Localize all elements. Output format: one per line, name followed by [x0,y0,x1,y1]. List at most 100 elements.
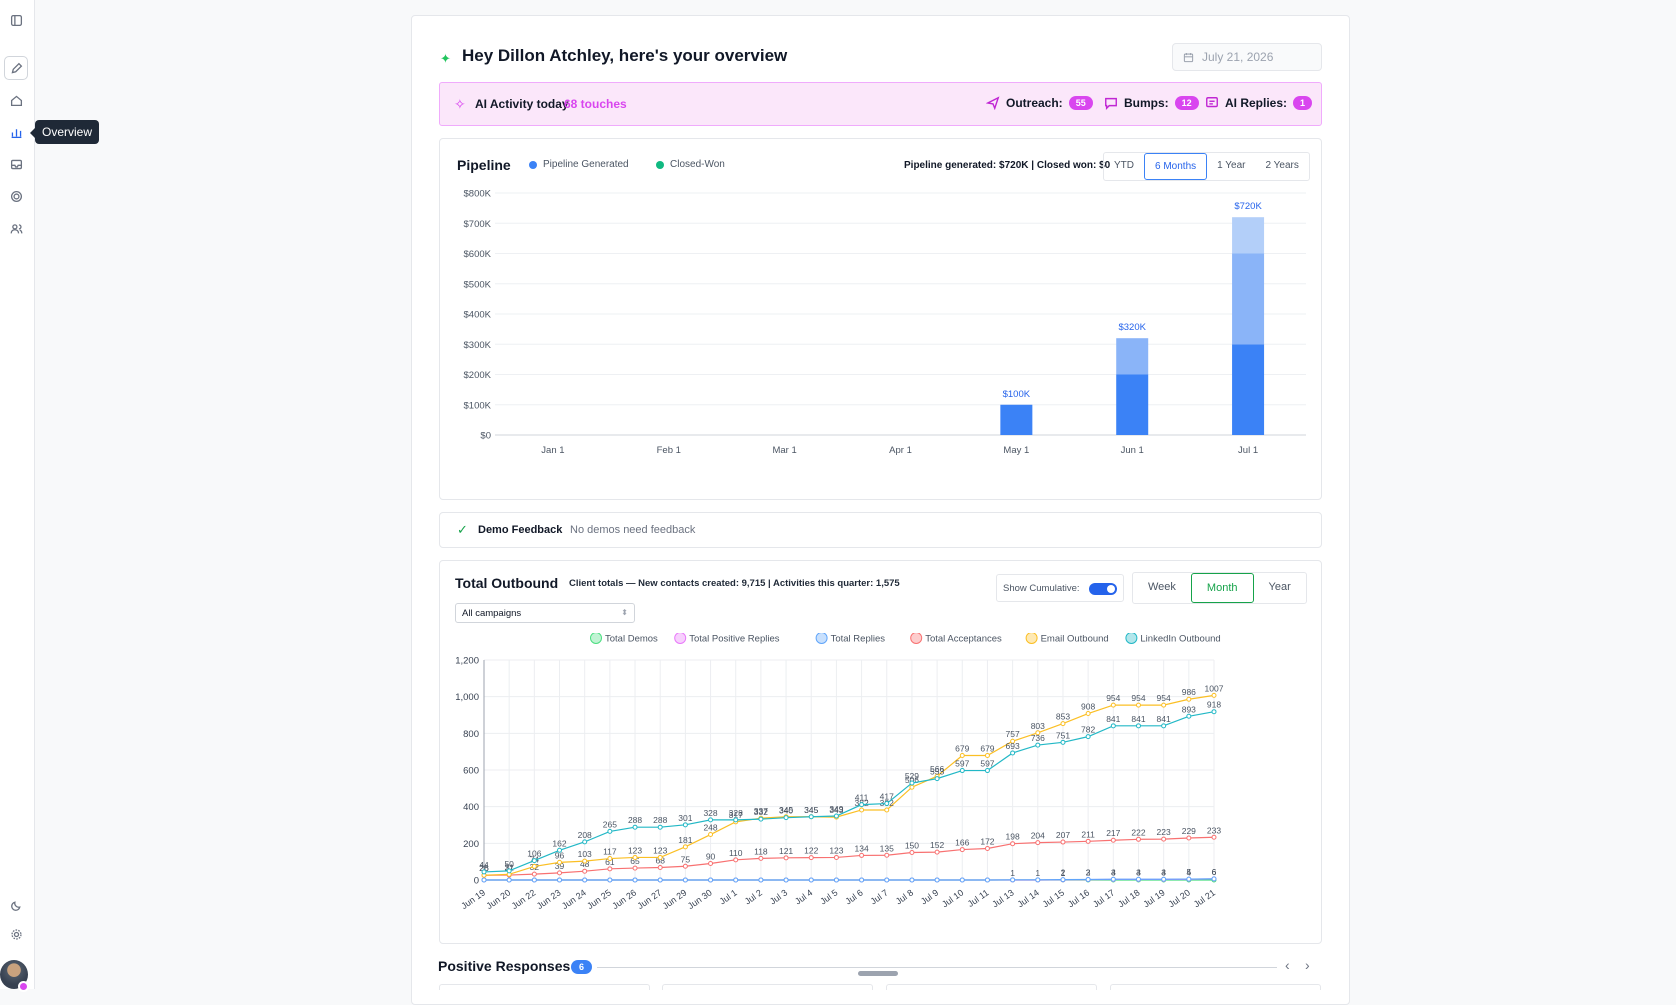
bar-data-label: $100K [1003,389,1031,400]
horizontal-scrollbar[interactable] [858,971,898,976]
data-point [1186,835,1192,841]
data-label: 121 [779,846,793,856]
data-label: 181 [678,835,692,845]
chevron-updown-icon: ⬍ [621,608,628,617]
data-point [708,817,714,823]
chevron-right-icon[interactable]: › [1305,957,1310,973]
tab-2-years[interactable]: 2 Years [1265,160,1299,171]
outreach-count: 55 [1068,96,1093,110]
data-label: 4 [1161,867,1166,877]
y-tick-label: $500K [464,279,492,290]
x-tick-label: Jul 21 [1192,887,1217,909]
response-card[interactable] [662,984,873,990]
x-tick-label: Jul 17 [1091,887,1116,909]
data-point [984,753,990,759]
tab-1-year[interactable]: 1 Year [1217,160,1246,171]
legend-closed-won[interactable]: Closed-Won [656,159,725,170]
legend-label: Closed-Won [670,159,725,170]
chart-icon[interactable] [4,120,28,144]
x-tick-label: Jan 1 [541,445,564,456]
x-tick-label: Jul 11 [966,887,991,909]
tab-6-months[interactable]: 6 Months [1144,153,1208,180]
response-card[interactable] [1110,984,1321,990]
data-label: 223 [1157,827,1171,837]
settings-icon[interactable] [4,922,28,946]
tab-week[interactable]: Week [1148,581,1176,593]
legend-marker [1125,633,1138,644]
y-tick-label: $300K [464,340,492,351]
data-label: 204 [1031,831,1045,841]
legend-marker [590,633,602,644]
pipeline-bar-segment [1000,404,1033,435]
data-point [1060,839,1066,845]
data-label: 954 [1157,693,1171,703]
data-point [607,828,613,834]
data-label: 693 [1006,741,1020,751]
response-card[interactable] [439,984,650,990]
data-point [682,822,688,828]
moon-icon[interactable] [4,893,28,917]
data-point [531,863,537,869]
data-label: 2 [1086,868,1091,878]
data-point [1035,742,1041,748]
data-label: 1 [1010,868,1015,878]
data-point [1135,723,1141,729]
data-label: 529 [905,771,919,781]
legend-label: Total Positive Replies [689,634,780,645]
data-label: 265 [603,819,617,829]
data-label: 48 [580,859,590,869]
data-label: 411 [855,793,869,803]
users-icon[interactable] [4,216,28,240]
data-point [909,784,915,790]
data-point [657,877,663,883]
data-point [1135,702,1141,708]
data-point [884,852,890,858]
x-tick-label: Jun 26 [610,887,638,911]
data-point [607,856,613,862]
home-icon[interactable] [4,88,28,112]
data-label: 4 [1136,867,1141,877]
layout-toggle-icon[interactable] [4,8,28,32]
inbox-icon[interactable] [4,152,28,176]
legend-pipeline-generated[interactable]: Pipeline Generated [529,159,629,170]
data-label: 908 [1081,702,1095,712]
outbound-subtitle: Client totals — New contacts created: 9,… [569,578,900,589]
tab-month[interactable]: Month [1190,573,1254,603]
data-point [557,870,563,876]
data-point [959,768,965,774]
date-picker[interactable]: July 21, 2026 [1172,43,1322,71]
y-tick-label: 400 [463,802,479,813]
data-point [884,807,890,813]
x-tick-label: Jul 19 [1141,887,1166,909]
data-point [1110,723,1116,729]
sparkles-icon: ✧ [454,96,466,112]
x-tick-label: Jul 14 [1016,887,1041,909]
reply-icon [1206,97,1218,108]
cumulative-toggle[interactable] [1089,583,1117,595]
target-icon[interactable] [4,184,28,208]
edit-icon[interactable] [4,56,28,80]
x-tick-label: Jul 4 [793,887,814,906]
data-label: 39 [555,861,565,871]
tab-year[interactable]: Year [1268,581,1291,593]
data-label: 123 [628,845,642,855]
calendar-icon [1183,52,1194,62]
data-point [1085,838,1091,844]
data-point [1010,738,1016,744]
tab-ytd[interactable]: YTD [1114,160,1134,171]
legend-label: Total Replies [831,634,886,645]
bar-data-label: $720K [1234,201,1262,212]
response-card[interactable] [886,984,1097,990]
chevron-left-icon[interactable]: ‹ [1285,957,1290,973]
ai-replies-stat: AI Replies: 1 [1205,96,1313,110]
data-label: 679 [980,744,994,754]
x-tick-label: Jun 1 [1121,445,1144,456]
data-point [733,877,739,883]
y-tick-label: 1,200 [455,656,479,667]
campaign-select[interactable]: All campaigns ⬍ [455,603,635,623]
data-label: 106 [527,849,541,859]
x-tick-label: Jul 1 [1238,445,1258,456]
data-point [1035,877,1041,883]
data-point [1110,702,1116,708]
data-point [557,847,563,853]
